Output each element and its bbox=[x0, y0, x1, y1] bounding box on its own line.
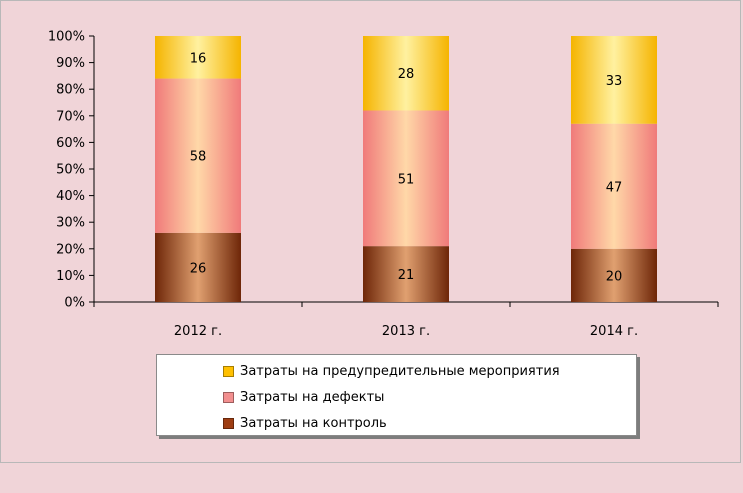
bar-segment bbox=[155, 36, 241, 79]
y-tick-label: 70% bbox=[56, 109, 85, 124]
data-label: 28 bbox=[398, 67, 415, 82]
data-label: 21 bbox=[398, 268, 415, 283]
bar-segment bbox=[571, 36, 657, 124]
data-label: 51 bbox=[398, 172, 415, 187]
data-label: 47 bbox=[606, 180, 623, 195]
y-tick-label: 100% bbox=[48, 30, 85, 45]
data-label: 16 bbox=[190, 51, 207, 66]
legend-label-defects: Затраты на дефекты bbox=[240, 389, 385, 405]
data-label: 33 bbox=[606, 74, 623, 89]
data-label: 20 bbox=[606, 269, 623, 284]
legend-label-control: Затраты на контроль bbox=[240, 415, 387, 431]
y-tick-label: 10% bbox=[56, 269, 85, 284]
bar-segment bbox=[571, 123, 657, 249]
data-label: 26 bbox=[190, 261, 207, 276]
y-tick-label: 80% bbox=[56, 83, 85, 98]
legend-item-defects: Затраты на дефекты bbox=[223, 387, 384, 407]
x-category-label: 2012 г. bbox=[174, 324, 222, 339]
y-tick-label: 60% bbox=[56, 136, 85, 151]
legend-item-control: Затраты на контроль bbox=[223, 413, 387, 433]
x-category-label: 2014 г. bbox=[590, 324, 638, 339]
legend: Затраты на предупредительные мероприятия… bbox=[156, 354, 637, 436]
y-tick-label: 40% bbox=[56, 189, 85, 204]
bar-segment bbox=[571, 248, 657, 302]
legend-label-preventive: Затраты на предупредительные мероприятия bbox=[240, 363, 560, 379]
y-tick-label: 30% bbox=[56, 216, 85, 231]
x-category-label: 2013 г. bbox=[382, 324, 430, 339]
chart-plot: 0% 10% 20% 30% 40% 50% 60% 70% 80% 90% 100% 26 58 16 2… bbox=[48, 30, 719, 339]
data-label: 58 bbox=[190, 150, 207, 165]
legend-swatch-preventive bbox=[223, 365, 234, 377]
legend-item-preventive: Затраты на предупредительные мероприятия bbox=[223, 361, 560, 381]
bar-segment bbox=[363, 110, 449, 247]
bar-segment bbox=[155, 78, 241, 233]
legend-swatch-control bbox=[223, 417, 234, 429]
bar-segment bbox=[363, 246, 449, 302]
legend-swatch-defects bbox=[223, 391, 234, 403]
y-tick-label: 50% bbox=[56, 163, 85, 178]
y-tick-label: 90% bbox=[56, 56, 85, 71]
y-tick-label: 0% bbox=[64, 296, 85, 311]
bar-segment bbox=[363, 36, 449, 111]
y-tick-label: 20% bbox=[56, 242, 85, 257]
bar-segment bbox=[155, 232, 241, 302]
